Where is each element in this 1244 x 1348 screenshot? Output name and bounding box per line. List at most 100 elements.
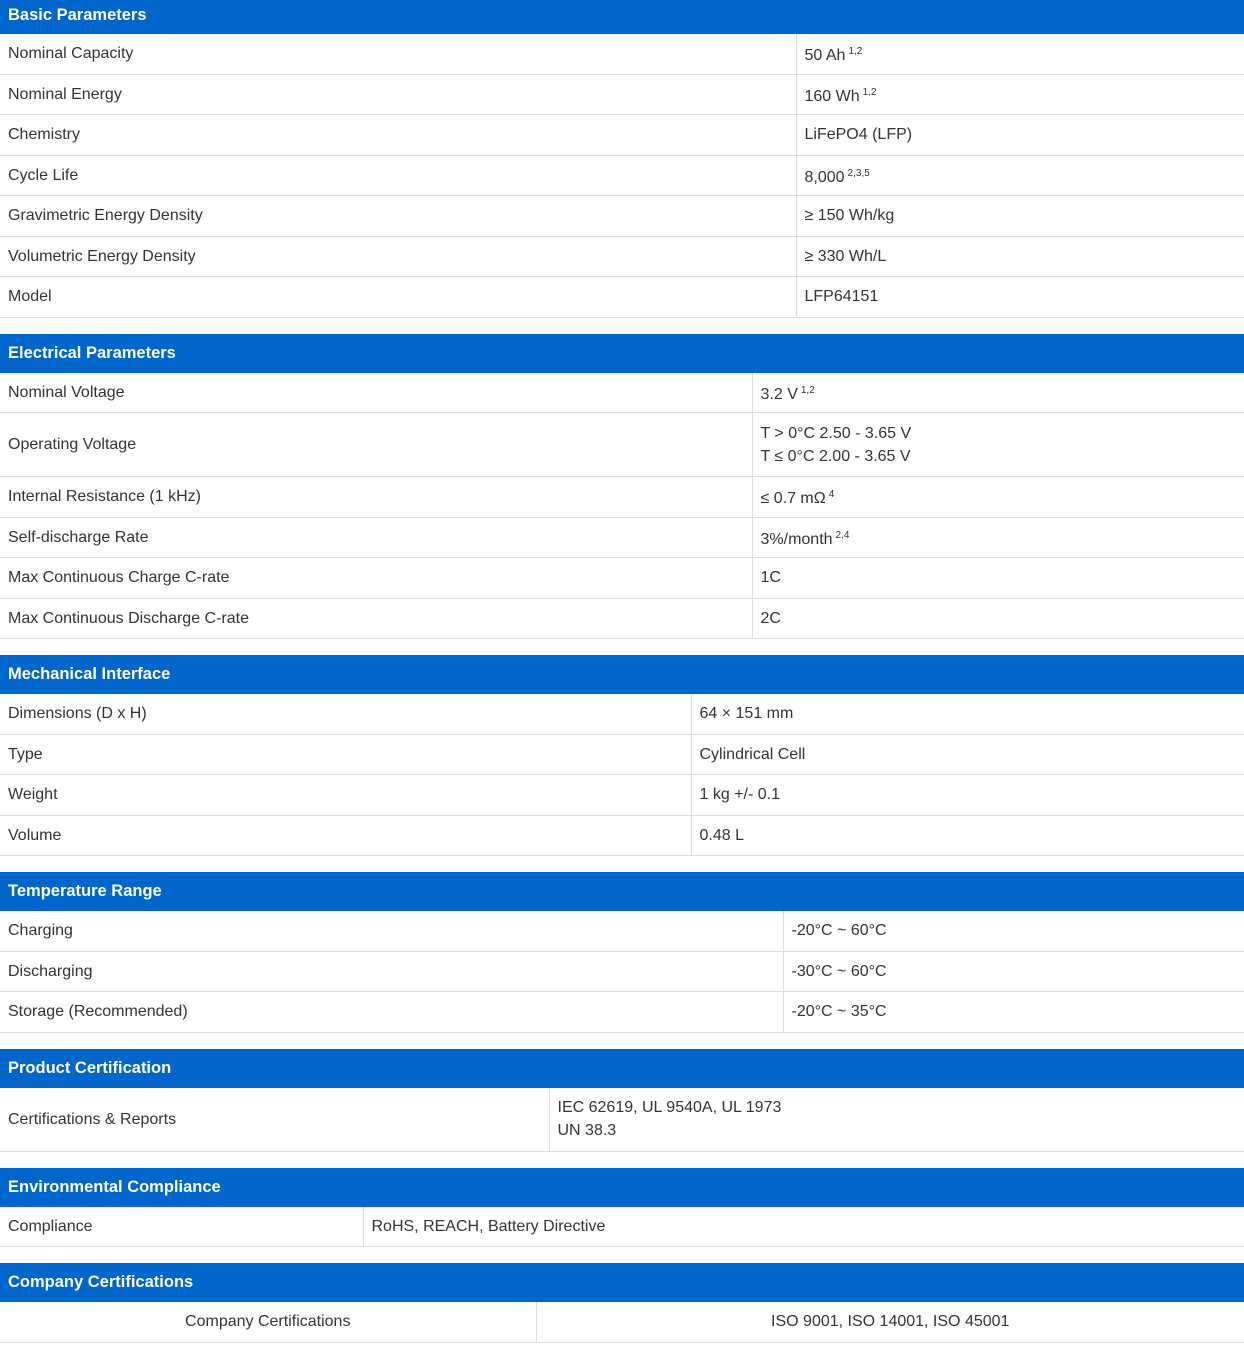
- value-text: 3.2 V: [760, 385, 798, 403]
- footnote-reference: 1,2: [848, 46, 863, 58]
- row-label: Nominal Capacity: [0, 34, 796, 75]
- row-label: Volumetric Energy Density: [0, 236, 796, 277]
- row-label: Internal Resistance (1 kHz): [0, 476, 752, 518]
- row-label: Model: [0, 276, 796, 318]
- row-label: Chemistry: [0, 114, 796, 156]
- value-line: 64 × 151 mm: [700, 702, 1237, 725]
- value-text: ISO 9001, ISO 14001, ISO 45001: [771, 1313, 1010, 1331]
- row-value: 0.48 L: [690, 815, 1244, 856]
- table-row: Volume 0.48 L: [0, 815, 1244, 856]
- value-line: 50 Ah 1,2: [805, 40, 1237, 67]
- value-line: LFP64151: [805, 285, 1237, 308]
- value-line: ≥ 330 Wh/L: [805, 245, 1237, 268]
- table-row: Max Continuous Discharge C-rate 2C: [0, 598, 1244, 639]
- row-label: Discharging: [0, 951, 783, 992]
- section-header: Environmental Compliance: [0, 1167, 1244, 1207]
- spec-table: Charging -20°C ~ 60°C Discharging -30°C ~ 6…: [0, 911, 1244, 1033]
- spec-table: Nominal Capacity 50 Ah 1,2 Nominal Energy 16…: [0, 34, 1244, 318]
- value-line: 3%/month 2,4: [761, 524, 1237, 551]
- company-certifications-section: Company Certifications Company Certificat…: [0, 1263, 1244, 1343]
- row-value: 2C: [751, 598, 1244, 639]
- value-line: -30°C ~ 60°C: [792, 960, 1237, 983]
- section-header: Mechanical Interface: [0, 655, 1244, 694]
- table-row: Compliance RoHS, REACH, Battery Directive: [0, 1206, 1244, 1247]
- value-line: ≤ 0.7 mΩ 4: [761, 483, 1237, 510]
- row-value: 3.2 V 1,2: [751, 372, 1244, 413]
- table-row: Model LFP64151: [0, 276, 1244, 318]
- value-text: 3%/month: [760, 530, 833, 548]
- row-value: 1 kg +/- 0.1: [690, 774, 1244, 816]
- table-row: Max Continuous Charge C-rate 1C: [0, 557, 1244, 599]
- row-value: RoHS, REACH, Battery Directive: [362, 1206, 1244, 1247]
- row-value: ISO 9001, ISO 14001, ISO 45001: [535, 1302, 1244, 1343]
- value-text: Cylindrical Cell: [699, 745, 806, 763]
- value-text: 50 Ah: [804, 47, 846, 65]
- row-label: Certifications & Reports: [0, 1087, 549, 1152]
- value-line: 3.2 V 1,2: [761, 379, 1237, 406]
- table-row: Nominal Energy 160 Wh 1,2: [0, 74, 1244, 115]
- value-line: ≥ 150 Wh/kg: [805, 204, 1237, 227]
- value-text: 1 kg +/- 0.1: [699, 786, 781, 804]
- value-line: 0.48 L: [700, 824, 1237, 847]
- row-value: 1C: [751, 557, 1244, 599]
- value-line: T ≤ 0°C 2.00 - 3.65 V: [761, 445, 1237, 468]
- section-header: Temperature Range: [0, 872, 1244, 911]
- section-header: Basic Parameters: [0, 0, 1244, 34]
- value-line: RoHS, REACH, Battery Directive: [372, 1215, 1237, 1238]
- table-row: Weight 1 kg +/- 0.1: [0, 774, 1244, 816]
- row-label: Max Continuous Discharge C-rate: [0, 598, 752, 639]
- value-text: LiFePO4 (LFP): [804, 126, 913, 144]
- value-line: UN 38.3: [558, 1119, 1237, 1142]
- row-value: ≥ 330 Wh/L: [795, 236, 1244, 277]
- row-value: -30°C ~ 60°C: [782, 951, 1244, 992]
- value-text: 64 × 151 mm: [699, 705, 794, 723]
- value-line: 1C: [761, 566, 1237, 589]
- row-value: -20°C ~ 35°C: [782, 991, 1244, 1033]
- footnote-reference: 2,4: [835, 529, 850, 541]
- table-row: Gravimetric Energy Density ≥ 150 Wh/kg: [0, 195, 1244, 237]
- value-line: -20°C ~ 60°C: [792, 919, 1237, 942]
- row-label: Charging: [0, 911, 783, 952]
- product-certification-section: Product Certification Certifications & Re…: [0, 1048, 1244, 1152]
- value-text: ≥ 150 Wh/kg: [804, 207, 895, 225]
- row-label: Storage (Recommended): [0, 991, 783, 1033]
- environmental-compliance-section: Environmental Compliance Compliance RoHS, …: [0, 1167, 1244, 1247]
- row-value: ≤ 0.7 mΩ 4: [751, 476, 1244, 518]
- mechanical-interface-section: Mechanical Interface Dimensions (D x H) 64…: [0, 655, 1244, 856]
- value-line: 2C: [761, 607, 1237, 630]
- value-text: T ≤ 0°C 2.00 - 3.65 V: [760, 447, 911, 465]
- footnote-reference: 1,2: [862, 86, 877, 98]
- value-text: 0.48 L: [699, 826, 744, 844]
- row-label: Company Certifications: [0, 1302, 536, 1343]
- table-row: Volumetric Energy Density ≥ 330 Wh/L: [0, 236, 1244, 277]
- value-line: IEC 62619, UL 9540A, UL 1973: [558, 1096, 1237, 1119]
- row-value: LiFePO4 (LFP): [795, 114, 1244, 156]
- table-row: Charging -20°C ~ 60°C: [0, 911, 1244, 952]
- table-row: Cycle Life 8,000 2,3,5: [0, 155, 1244, 196]
- value-line: T > 0°C 2.50 - 3.65 V: [761, 422, 1237, 445]
- value-text: 8,000: [804, 168, 845, 186]
- spec-table: Certifications & Reports IEC 62619, UL 95…: [0, 1087, 1244, 1152]
- value-text: -20°C ~ 60°C: [791, 922, 887, 940]
- spec-table: Dimensions (D x H) 64 × 151 mm Type Cylindr…: [0, 694, 1244, 856]
- spec-table: Compliance RoHS, REACH, Battery Directive: [0, 1206, 1244, 1247]
- row-value: -20°C ~ 60°C: [782, 911, 1244, 952]
- row-value: IEC 62619, UL 9540A, UL 1973 UN 38.3: [548, 1087, 1244, 1152]
- row-value: 50 Ah 1,2: [795, 34, 1244, 75]
- section-header: Electrical Parameters: [0, 333, 1244, 373]
- footnote-reference: 4: [828, 489, 835, 501]
- row-label: Self-discharge Rate: [0, 517, 752, 558]
- row-label: Dimensions (D x H): [0, 694, 691, 735]
- row-value: 8,000 2,3,5: [795, 155, 1244, 196]
- table-row: Internal Resistance (1 kHz) ≤ 0.7 mΩ 4: [0, 476, 1244, 518]
- row-value: 64 × 151 mm: [690, 694, 1244, 735]
- row-value: T > 0°C 2.50 - 3.65 V T ≤ 0°C 2.00 - 3.65…: [751, 412, 1244, 477]
- spec-table: Nominal Voltage 3.2 V 1,2 Operating Voltage…: [0, 372, 1244, 640]
- footnote-reference: 2,3,5: [847, 167, 870, 179]
- value-line: LiFePO4 (LFP): [805, 123, 1237, 146]
- temperature-range-section: Temperature Range Charging -20°C ~ 60°C Dis…: [0, 872, 1244, 1033]
- footnote-reference: 1,2: [800, 384, 815, 396]
- value-line: 8,000 2,3,5: [805, 162, 1237, 189]
- table-row: Nominal Voltage 3.2 V 1,2: [0, 372, 1244, 413]
